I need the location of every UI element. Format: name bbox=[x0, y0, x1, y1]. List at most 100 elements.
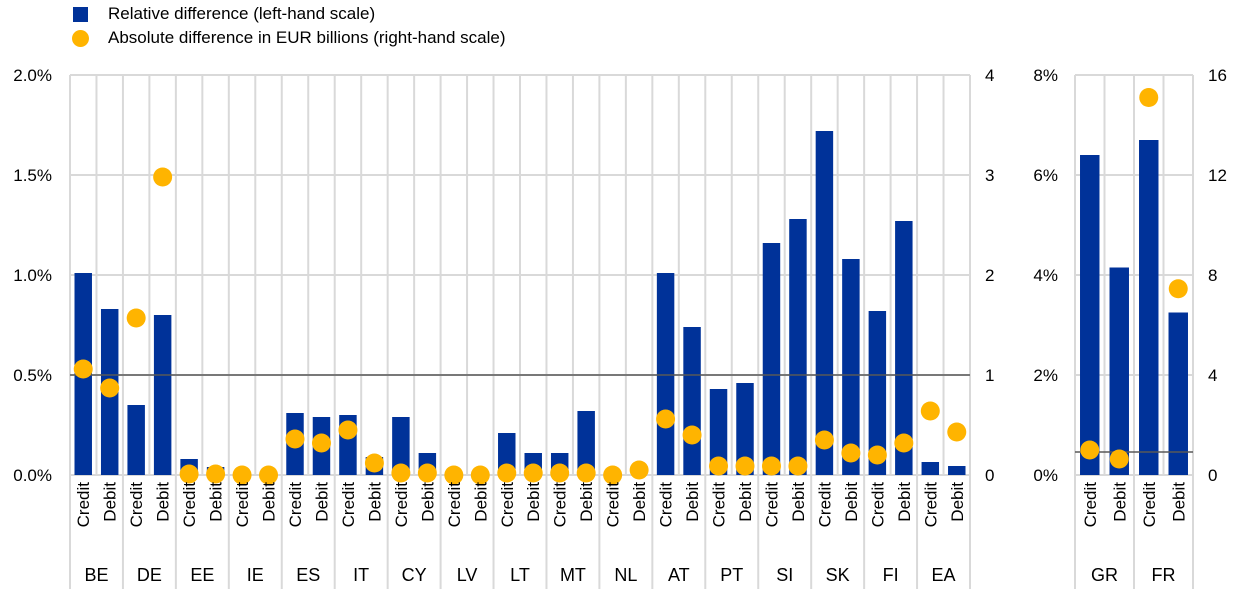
main-right-tick-label: 0 bbox=[985, 466, 994, 485]
main-subcategory-label: Credit bbox=[498, 482, 517, 528]
side-left-tick-label: 4% bbox=[1033, 266, 1058, 285]
main-dot-ie-credit bbox=[232, 465, 252, 485]
side-group-label-fr: FR bbox=[1152, 565, 1176, 585]
side-right-tick-label: 16 bbox=[1208, 66, 1227, 85]
main-dot-de-credit bbox=[126, 308, 146, 328]
legend-label-dot: Absolute difference in EUR billions (rig… bbox=[108, 28, 506, 47]
legend-item-dot: Absolute difference in EUR billions (rig… bbox=[70, 26, 506, 50]
main-bar-pt-credit bbox=[709, 389, 728, 475]
main-subcategory-label: Credit bbox=[74, 482, 93, 528]
main-subcategory-label: Debit bbox=[365, 482, 384, 522]
main-subcategory-label: Credit bbox=[286, 482, 305, 528]
side-dot-fr-debit bbox=[1168, 279, 1188, 299]
main-group-label-nl: NL bbox=[614, 565, 637, 585]
main-subcategory-label: Debit bbox=[842, 482, 861, 522]
main-dot-cy-debit bbox=[417, 463, 437, 483]
side-right-tick-label: 12 bbox=[1208, 166, 1227, 185]
main-right-tick-label: 1 bbox=[985, 366, 994, 385]
main-subcategory-label: Credit bbox=[657, 482, 676, 528]
main-subcategory-label: Debit bbox=[207, 482, 226, 522]
main-bar-lt-credit bbox=[498, 433, 516, 475]
main-group-label-fi: FI bbox=[883, 565, 899, 585]
main-dot-at-credit bbox=[656, 409, 676, 429]
main-subcategory-label: Debit bbox=[260, 482, 279, 522]
main-group-label-sk: SK bbox=[826, 565, 850, 585]
main-subcategory-label: Debit bbox=[630, 482, 649, 522]
main-dot-ea-credit bbox=[920, 401, 940, 421]
main-dot-lv-credit bbox=[444, 465, 464, 485]
main-dot-fi-debit bbox=[894, 433, 914, 453]
legend-swatch-square bbox=[73, 6, 88, 22]
main-subcategory-label: Debit bbox=[948, 482, 967, 522]
main-subcategory-label: Debit bbox=[471, 482, 490, 522]
main-bar-sk-debit bbox=[842, 259, 860, 475]
main-subcategory-label: Credit bbox=[762, 482, 781, 528]
main-group-label-lt: LT bbox=[510, 565, 530, 585]
main-dot-ea-debit bbox=[947, 422, 967, 442]
side-left-tick-label: 6% bbox=[1033, 166, 1058, 185]
main-dot-lt-credit bbox=[497, 463, 517, 483]
main-left-tick-label: 0.5% bbox=[13, 366, 52, 385]
main-subcategory-label: Debit bbox=[736, 482, 755, 522]
main-bar-pt-debit bbox=[736, 383, 754, 475]
main-dot-be-debit bbox=[100, 378, 120, 398]
main-group-label-ea: EA bbox=[932, 565, 956, 585]
main-dot-sk-credit bbox=[814, 430, 834, 450]
main-dot-es-credit bbox=[285, 429, 305, 449]
main-subcategory-label: Debit bbox=[577, 482, 596, 522]
main-bar-ea-credit bbox=[921, 462, 940, 475]
main-bar-mt-debit bbox=[577, 411, 595, 475]
main-dot-de-debit bbox=[153, 167, 173, 187]
main-subcategory-label: Credit bbox=[604, 482, 623, 528]
main-subcategory-label: Credit bbox=[392, 482, 411, 528]
main-dot-nl-credit bbox=[603, 465, 623, 485]
main-dot-ie-debit bbox=[259, 465, 279, 485]
main-dot-it-credit bbox=[338, 420, 358, 440]
main-group-label-cy: CY bbox=[402, 565, 427, 585]
main-right-tick-label: 2 bbox=[985, 266, 994, 285]
main-subcategory-label: Debit bbox=[789, 482, 808, 522]
main-dot-ee-credit bbox=[179, 464, 199, 484]
side-bar-gr-debit bbox=[1109, 267, 1129, 475]
main-subcategory-label: Debit bbox=[101, 482, 120, 522]
main-bar-de-credit bbox=[127, 405, 145, 475]
side-right-tick-label: 8 bbox=[1208, 266, 1217, 285]
main-group-label-be: BE bbox=[84, 565, 108, 585]
main-dot-pt-credit bbox=[709, 456, 729, 476]
main-group-label-at: AT bbox=[668, 565, 690, 585]
main-left-tick-label: 0.0% bbox=[13, 466, 52, 485]
main-bar-cy-credit bbox=[392, 417, 410, 475]
main-subcategory-label: Credit bbox=[921, 482, 940, 528]
side-group-label-gr: GR bbox=[1091, 565, 1118, 585]
main-group-label-ee: EE bbox=[190, 565, 214, 585]
main-group-label-it: IT bbox=[353, 565, 369, 585]
side-subcategory-label: Debit bbox=[1169, 482, 1188, 522]
main-subcategory-label: Debit bbox=[895, 482, 914, 522]
main-dot-at-debit bbox=[682, 425, 702, 445]
main-bar-si-debit bbox=[789, 219, 807, 475]
side-right-tick-label: 4 bbox=[1208, 366, 1217, 385]
main-subcategory-label: Credit bbox=[180, 482, 199, 528]
main-group-label-pt: PT bbox=[720, 565, 743, 585]
side-right-tick-label: 0 bbox=[1208, 466, 1217, 485]
main-group-label-es: ES bbox=[296, 565, 320, 585]
side-left-tick-label: 2% bbox=[1033, 366, 1058, 385]
main-dot-be-credit bbox=[73, 359, 93, 379]
main-right-tick-label: 4 bbox=[985, 66, 994, 85]
main-group-label-si: SI bbox=[776, 565, 793, 585]
main-subcategory-label: Credit bbox=[815, 482, 834, 528]
main-bar-fi-debit bbox=[895, 221, 913, 475]
main-dot-cy-credit bbox=[391, 463, 411, 483]
main-bar-sk-credit bbox=[815, 131, 834, 475]
main-dot-lv-debit bbox=[470, 465, 490, 485]
side-dot-gr-debit bbox=[1109, 449, 1129, 469]
main-subcategory-label: Credit bbox=[127, 482, 146, 528]
main-bar-fi-credit bbox=[868, 311, 887, 475]
main-left-tick-label: 2.0% bbox=[13, 66, 52, 85]
main-dot-mt-credit bbox=[550, 463, 570, 483]
main-subcategory-label: Debit bbox=[312, 482, 331, 522]
main-left-tick-label: 1.0% bbox=[13, 266, 52, 285]
side-bar-fr-debit bbox=[1168, 312, 1188, 475]
